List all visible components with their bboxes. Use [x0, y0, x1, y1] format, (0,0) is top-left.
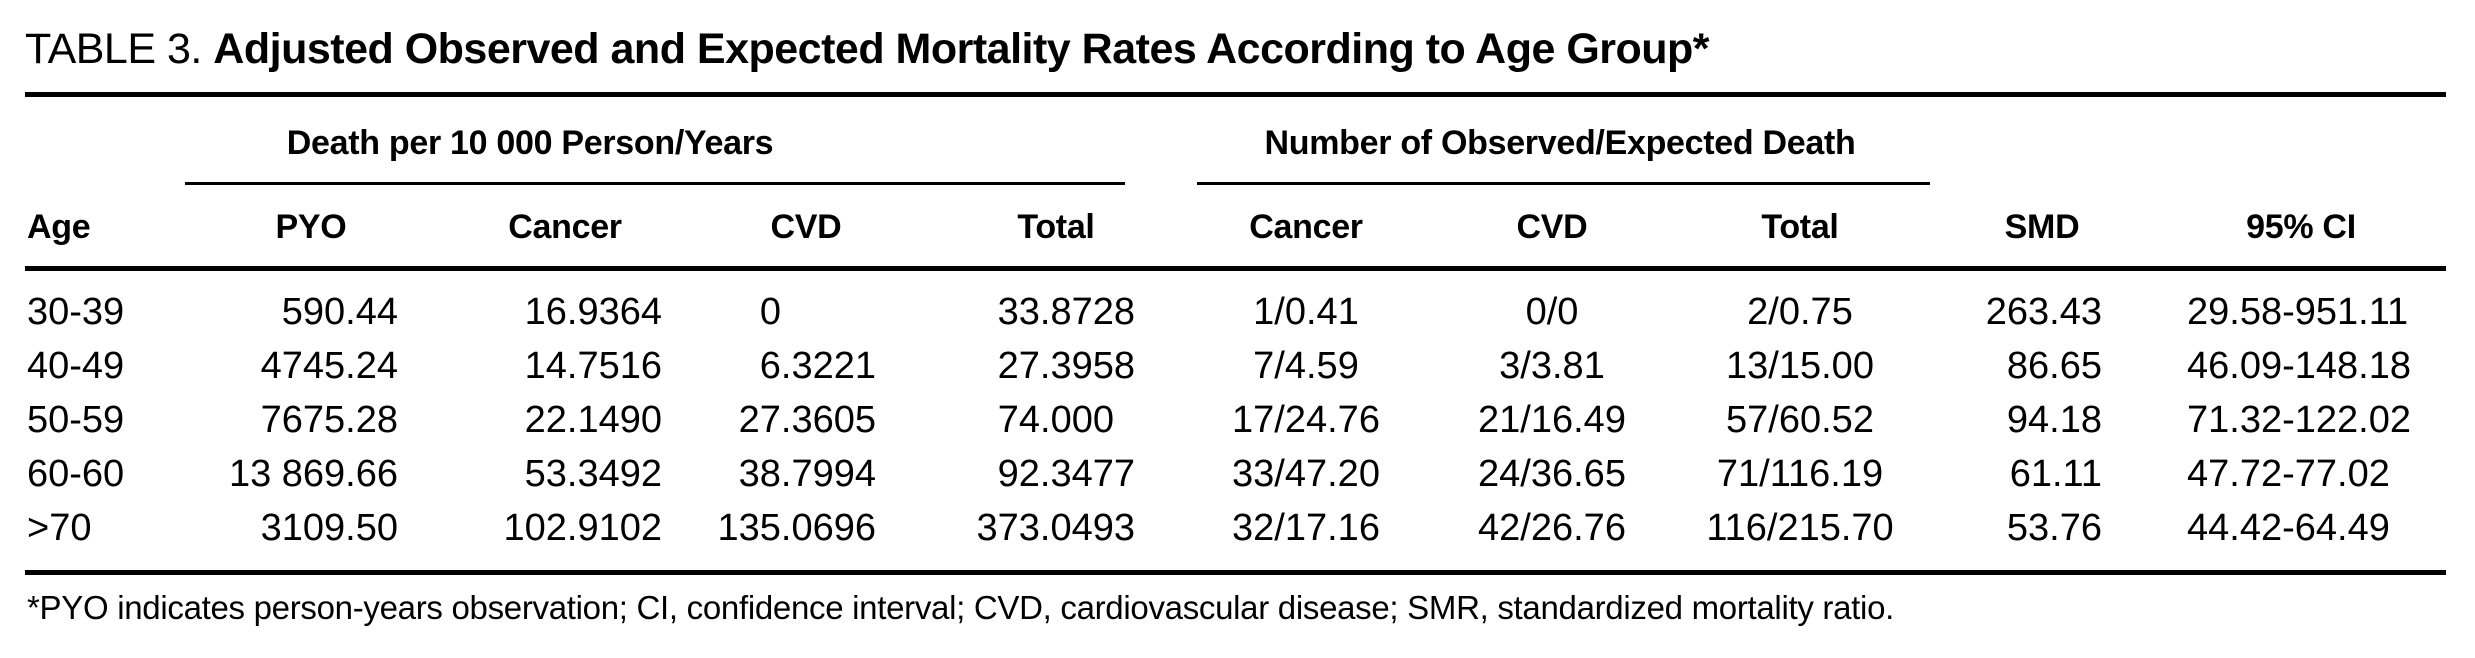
cell-total-rate: 33.8728 [997, 291, 1135, 333]
spacer-row [25, 257, 2446, 285]
cell-cvd-oe: 0/0 [1525, 291, 1579, 333]
group-header-death-rates: Death per 10 000 Person/Years [286, 124, 774, 162]
cell-pyo: 7675.28 [260, 399, 398, 441]
cell-age: 60-60 [27, 453, 125, 495]
cell-smd: 94.18 [2006, 399, 2102, 441]
col-header-ci: 95% CI [2246, 208, 2356, 246]
col-header-total-oe: Total [1761, 208, 1839, 246]
cell-total-rate: 373.0493 [976, 507, 1136, 549]
cell-cancer-oe: 7/4.59 [1253, 345, 1359, 387]
cell-cvd-rate: 6.3221 [759, 345, 876, 387]
col-header-pyo: PYO [275, 208, 347, 246]
header-bottom-rule [25, 266, 2446, 271]
table-row-30-39: 30-39 590.44 16.9364 0 33.8728 1/0.41 0/… [25, 285, 2446, 339]
cell-total-oe: 2/0.75 [1747, 291, 1853, 333]
table-number: TABLE 3. [25, 25, 202, 73]
cell-total-rate: 92.3477 [997, 453, 1135, 495]
cell-cancer-rate: 14.7516 [524, 345, 662, 387]
cell-smd: 61.11 [2009, 453, 2102, 495]
cell-total-oe: 116/215.70 [1706, 507, 1894, 549]
cell-cvd-oe: 24/36.65 [1478, 453, 1626, 495]
table-footnote: *PYO indicates person-years observation;… [27, 589, 1894, 626]
cell-smd: 263.43 [1985, 291, 2102, 333]
cell-pyo: 4745.24 [260, 345, 398, 387]
table-row-40-49: 40-49 4745.24 14.7516 6.3221 27.3958 7/4… [25, 339, 2446, 393]
cell-cancer-oe: 1/0.41 [1253, 291, 1359, 333]
cell-smd: 86.65 [2006, 345, 2102, 387]
table-caption: Adjusted Observed and Expected Mortality… [213, 25, 1710, 73]
cell-cvd-oe: 3/3.81 [1499, 345, 1605, 387]
cell-age: 50-59 [27, 399, 125, 441]
col-header-total-rate: Total [1017, 208, 1095, 246]
cell-age: >70 [27, 507, 92, 549]
cell-cvd-rate: 38.7994 [738, 453, 876, 495]
table-row-60-60: 60-60 13 869.66 53.3492 38.7994 92.3477 … [25, 447, 2446, 501]
cell-total-oe: 71/116.19 [1716, 453, 1884, 495]
cell-pyo: 3109.50 [260, 507, 398, 549]
col-header-cvd-oe: CVD [1516, 208, 1588, 246]
table-title: TABLE 3. Adjusted Observed and Expected … [25, 25, 1710, 73]
cell-age: 40-49 [27, 345, 125, 387]
table-row-over-70: >70 3109.50 102.9102 135.0696 373.0493 3… [25, 501, 2446, 555]
column-header-row: Age PYO Cancer CVD Total Cancer CVD Tota… [25, 197, 2446, 257]
cell-cvd-oe: 42/26.76 [1478, 507, 1626, 549]
cell-total-oe: 13/15.00 [1726, 345, 1874, 387]
cell-pyo: 13 869.66 [228, 453, 398, 495]
mortality-table: Age PYO Cancer CVD Total Cancer CVD Tota… [25, 197, 2446, 555]
table-row-50-59: 50-59 7675.28 22.1490 27.3605 74.000 17/… [25, 393, 2446, 447]
spanner-rule-observed-expected [1197, 182, 1930, 185]
cell-ci: 29.58-951.11 [2187, 291, 2409, 333]
cell-total-rate: 74.000 [997, 399, 1114, 441]
spacer-cell [25, 257, 2446, 285]
cell-pyo: 590.44 [281, 291, 398, 333]
cell-cancer-rate: 16.9364 [524, 291, 662, 333]
cell-cancer-rate: 22.1490 [524, 399, 662, 441]
cell-cancer-rate: 53.3492 [524, 453, 662, 495]
cell-cvd-rate: 27.3605 [738, 399, 876, 441]
cell-cvd-rate: 0 [759, 291, 781, 333]
spanner-rule-death-rates [185, 182, 1125, 185]
cell-ci: 44.42-64.49 [2187, 507, 2390, 549]
top-rule [25, 92, 2446, 97]
cell-total-oe: 57/60.52 [1726, 399, 1874, 441]
cell-cvd-rate: 135.0696 [717, 507, 877, 549]
cell-cvd-oe: 21/16.49 [1478, 399, 1626, 441]
cell-cancer-rate: 102.9102 [503, 507, 663, 549]
col-header-smd: SMD [2004, 208, 2080, 246]
cell-ci: 47.72-77.02 [2187, 453, 2390, 495]
cell-ci: 71.32-122.02 [2187, 399, 2411, 441]
col-header-age: Age [27, 208, 91, 246]
cell-cancer-oe: 32/17.16 [1232, 507, 1380, 549]
cell-ci: 46.09-148.18 [2187, 345, 2411, 387]
group-header-observed-expected: Number of Observed/Expected Death [1264, 124, 1856, 162]
bottom-rule [25, 570, 2446, 575]
col-header-cancer-rate: Cancer [508, 208, 622, 246]
cell-cancer-oe: 33/47.20 [1232, 453, 1380, 495]
col-header-cvd-rate: CVD [770, 208, 842, 246]
cell-cancer-oe: 17/24.76 [1232, 399, 1380, 441]
cell-smd: 53.76 [2006, 507, 2102, 549]
col-header-cancer-oe: Cancer [1249, 208, 1363, 246]
cell-age: 30-39 [27, 291, 125, 333]
cell-total-rate: 27.3958 [997, 345, 1135, 387]
